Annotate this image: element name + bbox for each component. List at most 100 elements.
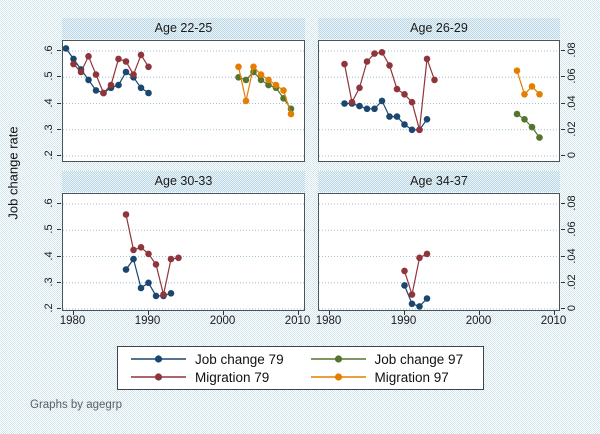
series-line-migration-79 bbox=[403, 253, 428, 297]
data-point bbox=[122, 58, 130, 65]
y-tick bbox=[561, 102, 565, 104]
data-point bbox=[242, 76, 250, 84]
x-tick-label: 1980 bbox=[59, 315, 86, 327]
data-point bbox=[401, 121, 408, 128]
data-point bbox=[152, 261, 160, 268]
panel-plot-age-26-29 bbox=[318, 40, 560, 162]
panel-title-age-30-33: Age 30-33 bbox=[62, 171, 305, 192]
y-tick-label: .2 bbox=[43, 303, 55, 313]
data-point bbox=[348, 98, 356, 106]
legend-marker-migration-97 bbox=[310, 373, 366, 381]
y-tick bbox=[57, 128, 61, 130]
data-point bbox=[401, 91, 408, 98]
x-tick bbox=[297, 311, 299, 315]
x-tick bbox=[403, 311, 405, 315]
data-point bbox=[431, 76, 438, 84]
y-tick bbox=[561, 76, 565, 78]
legend: Job change 79 Migration 79 Job change 97… bbox=[117, 346, 484, 390]
panel-chart-age-30-33 bbox=[63, 203, 304, 310]
y-axis-title: Job change rate bbox=[5, 126, 21, 220]
legend-item-job-change-79: Job change 79 bbox=[130, 352, 292, 367]
series-line-job-change-79 bbox=[403, 285, 428, 308]
legend-item-migration-97: Migration 97 bbox=[310, 370, 472, 385]
graphs-by-note: Graphs by agegrp bbox=[30, 399, 123, 411]
panel-chart-age-22-25 bbox=[63, 45, 304, 157]
y-tick-label: .06 bbox=[566, 68, 578, 84]
y-tick bbox=[561, 281, 565, 283]
x-tick-label: 1980 bbox=[315, 315, 342, 327]
y-tick bbox=[561, 128, 565, 130]
y-tick-label: .02 bbox=[566, 274, 578, 290]
data-point bbox=[371, 105, 378, 113]
y-tick bbox=[57, 50, 61, 51]
data-point bbox=[63, 45, 70, 52]
data-point bbox=[408, 291, 416, 298]
data-point bbox=[107, 81, 115, 89]
data-point bbox=[272, 81, 280, 89]
data-point bbox=[145, 63, 152, 71]
data-point bbox=[92, 71, 100, 78]
panel-title-age-34-37: Age 34-37 bbox=[318, 171, 560, 192]
data-point bbox=[423, 116, 431, 123]
legend-marker-job-change-97 bbox=[310, 355, 366, 363]
data-point bbox=[137, 51, 145, 59]
data-point bbox=[363, 105, 371, 113]
data-point bbox=[122, 68, 130, 76]
y-tick-label: .08 bbox=[566, 42, 578, 58]
data-point bbox=[130, 255, 137, 263]
data-point bbox=[167, 290, 175, 297]
y-tick bbox=[57, 102, 61, 104]
data-point bbox=[521, 91, 528, 98]
y-tick-label: .6 bbox=[43, 198, 55, 208]
data-point bbox=[401, 267, 408, 275]
panel-title-age-26-29: Age 26-29 bbox=[318, 18, 560, 39]
y-tick-label: .3 bbox=[43, 124, 55, 134]
data-point bbox=[242, 97, 250, 105]
panel-title-age-22-25: Age 22-25 bbox=[62, 18, 305, 39]
x-tick-label: 2000 bbox=[209, 315, 236, 327]
data-point bbox=[257, 71, 265, 78]
x-tick bbox=[222, 311, 224, 315]
data-point bbox=[70, 55, 77, 63]
data-point bbox=[386, 62, 393, 69]
data-point bbox=[408, 126, 416, 134]
data-point bbox=[513, 67, 521, 74]
legend-item-migration-79: Migration 79 bbox=[130, 370, 292, 385]
y-tick-label: .02 bbox=[566, 121, 578, 137]
y-tick-label: .06 bbox=[566, 221, 578, 237]
y-tick-label: 0 bbox=[566, 304, 578, 312]
x-tick bbox=[328, 311, 330, 315]
data-point bbox=[416, 254, 423, 262]
data-point bbox=[408, 300, 416, 308]
data-point bbox=[416, 126, 423, 134]
y-tick-label: .08 bbox=[566, 195, 578, 211]
data-point bbox=[85, 53, 92, 60]
y-tick-label: .4 bbox=[43, 97, 55, 108]
data-point bbox=[528, 123, 536, 131]
y-tick bbox=[57, 308, 61, 309]
x-tick bbox=[553, 311, 555, 315]
data-point bbox=[378, 97, 386, 105]
panel-plot-age-30-33 bbox=[62, 193, 305, 311]
data-point bbox=[408, 98, 416, 106]
data-point bbox=[115, 81, 122, 89]
data-point bbox=[356, 84, 363, 92]
x-tick-label: 2010 bbox=[284, 315, 311, 327]
y-tick-label: .4 bbox=[43, 250, 55, 261]
y-tick bbox=[561, 203, 565, 204]
data-point bbox=[393, 85, 401, 93]
data-point bbox=[250, 63, 257, 71]
y-tick-label: .04 bbox=[566, 94, 578, 111]
panel-plot-age-34-37 bbox=[318, 193, 560, 311]
y-tick-label: .5 bbox=[43, 224, 55, 234]
data-point bbox=[122, 211, 130, 218]
data-point bbox=[528, 83, 536, 90]
y-tick-label: .6 bbox=[43, 45, 55, 55]
x-tick-label: 2000 bbox=[465, 315, 492, 327]
data-point bbox=[175, 254, 182, 262]
x-tick bbox=[72, 311, 74, 315]
data-point bbox=[536, 134, 543, 141]
data-point bbox=[356, 102, 363, 110]
data-point bbox=[265, 81, 272, 89]
data-point bbox=[536, 91, 543, 98]
